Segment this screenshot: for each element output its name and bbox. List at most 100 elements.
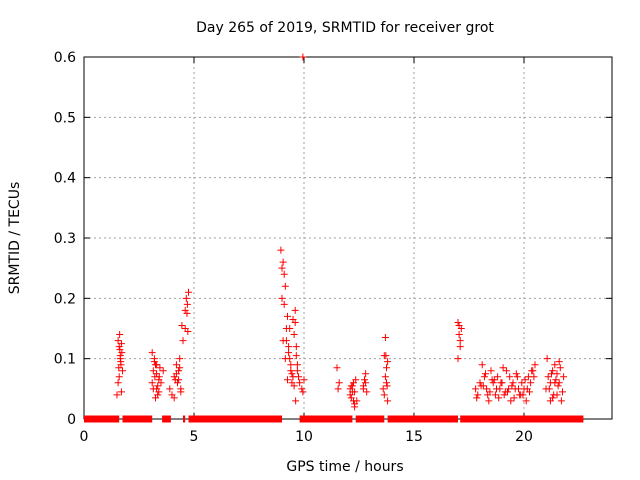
- data-point: [384, 397, 392, 405]
- data-point: [362, 370, 370, 378]
- data-point: [293, 361, 301, 369]
- data-point: [183, 300, 191, 308]
- data-point: [502, 367, 510, 375]
- data-point: [280, 270, 288, 278]
- data-point: [478, 361, 486, 369]
- data-point: [488, 376, 496, 384]
- data-point: [183, 309, 191, 317]
- data-point: [519, 391, 527, 399]
- y-tick-label: 0.1: [54, 352, 76, 368]
- data-point: [278, 294, 286, 302]
- data-point: [508, 382, 516, 390]
- data-point: [149, 385, 157, 393]
- data-point: [117, 340, 125, 348]
- data-point: [518, 379, 526, 387]
- data-point: [148, 379, 156, 387]
- data-point: [116, 352, 124, 360]
- data-point: [495, 394, 503, 402]
- y-axis-label: SRMTID / TECUs: [7, 182, 23, 295]
- data-point: [172, 361, 180, 369]
- data-point: [484, 391, 492, 399]
- x-tick-label: 5: [190, 429, 199, 445]
- data-point: [361, 376, 368, 384]
- data-point: [290, 331, 298, 339]
- data-point: [155, 388, 163, 396]
- data-point: [559, 388, 566, 396]
- data-point: [523, 385, 531, 393]
- data-point: [285, 343, 293, 351]
- data-point: [380, 391, 388, 399]
- data-point: [155, 373, 163, 381]
- data-point: [381, 373, 389, 381]
- data-point: [480, 373, 488, 381]
- data-point: [531, 361, 539, 369]
- data-point: [284, 312, 291, 320]
- data-point: [172, 370, 180, 378]
- y-tick-label: 0.5: [54, 110, 76, 126]
- data-point: [292, 397, 300, 405]
- data-point: [353, 397, 361, 405]
- chart-title: Day 265 of 2019, SRMTID for receiver gro…: [196, 20, 494, 36]
- x-tick-label: 15: [405, 429, 423, 445]
- data-point: [115, 364, 123, 372]
- data-point: [527, 379, 535, 387]
- data-point: [491, 391, 499, 399]
- data-point: [333, 364, 341, 372]
- data-point: [171, 376, 179, 384]
- data-point: [113, 391, 121, 399]
- data-point: [182, 294, 190, 302]
- data-point: [499, 364, 507, 372]
- data-point: [346, 391, 354, 399]
- data-point: [363, 388, 371, 396]
- data-point: [289, 373, 297, 381]
- data-point: [485, 397, 493, 405]
- data-point: [455, 321, 463, 329]
- data-point: [278, 264, 286, 272]
- y-tick-label: 0.3: [54, 231, 76, 247]
- data-point: [119, 367, 126, 375]
- data-point: [384, 358, 392, 366]
- data-point: [544, 373, 552, 381]
- data-point: [298, 385, 306, 393]
- data-point: [552, 376, 560, 384]
- data-point: [291, 318, 299, 326]
- data-point: [474, 391, 482, 399]
- data-point: [299, 388, 307, 396]
- data-point: [530, 373, 538, 381]
- data-point: [347, 382, 355, 390]
- data-point: [506, 373, 514, 381]
- data-point: [551, 379, 559, 387]
- data-point: [512, 370, 520, 378]
- data-point: [177, 388, 185, 396]
- data-point: [148, 349, 156, 357]
- data-point: [501, 388, 509, 396]
- data-point: [176, 355, 184, 363]
- data-point: [292, 352, 300, 360]
- data-point: [116, 346, 124, 354]
- x-tick-label: 10: [295, 429, 313, 445]
- data-point: [487, 367, 495, 375]
- data-point: [528, 367, 536, 375]
- data-point: [362, 379, 370, 387]
- data-point: [454, 355, 462, 363]
- data-point: [557, 397, 565, 405]
- data-point: [281, 355, 289, 363]
- data-point: [550, 391, 558, 399]
- data-point: [281, 282, 289, 290]
- data-point: [383, 382, 391, 390]
- data-point: [489, 379, 497, 387]
- data-point: [479, 382, 487, 390]
- data-point: [555, 358, 563, 366]
- data-point: [334, 385, 342, 393]
- data-point: [114, 379, 122, 387]
- data-point: [290, 382, 298, 390]
- data-point: [185, 288, 192, 296]
- data-point: [383, 379, 390, 387]
- data-point: [560, 373, 568, 381]
- data-point: [157, 379, 165, 387]
- y-tick-label: 0.2: [54, 291, 76, 307]
- data-point: [152, 394, 159, 402]
- data-point: [507, 397, 515, 405]
- data-point: [156, 364, 164, 372]
- data-point: [515, 385, 522, 393]
